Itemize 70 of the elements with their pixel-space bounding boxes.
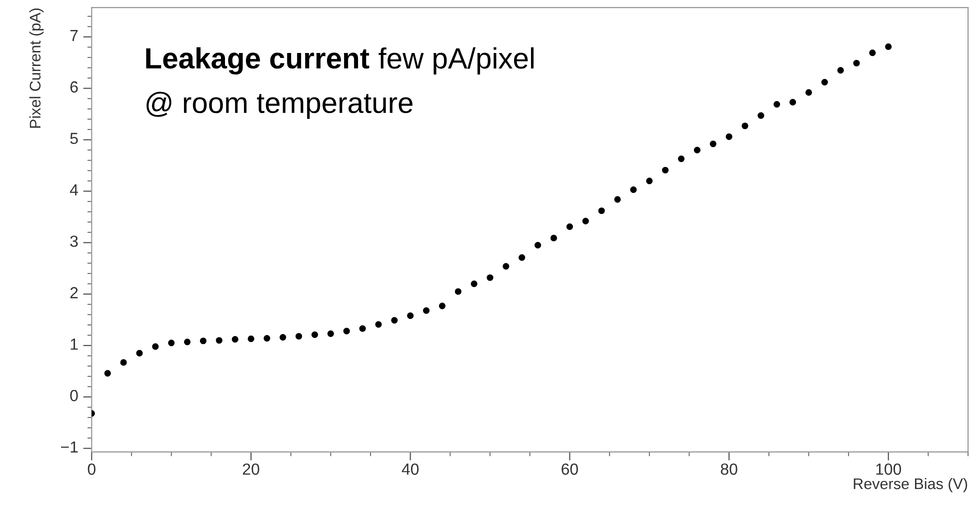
point <box>438 302 446 310</box>
point <box>869 50 876 56</box>
point <box>486 274 494 281</box>
point <box>343 328 350 334</box>
point <box>742 122 748 130</box>
point <box>614 196 621 203</box>
point <box>296 332 302 340</box>
annotation: few pA/pixel <box>378 47 534 74</box>
y-tick-label: 6 <box>70 81 78 93</box>
annotation: Leakage current <box>146 47 370 75</box>
x-tick-label: 60 <box>562 464 578 475</box>
point <box>885 43 892 50</box>
point <box>598 207 605 214</box>
point <box>104 370 111 377</box>
y-tick-label: 2 <box>70 287 78 298</box>
point <box>264 335 270 342</box>
point <box>774 100 780 108</box>
point <box>550 234 558 242</box>
x-tick-label: 100 <box>876 464 902 475</box>
point <box>152 343 159 350</box>
point <box>168 340 175 346</box>
point <box>136 350 143 357</box>
point <box>789 98 796 106</box>
point <box>518 254 526 261</box>
x-axis-title: Reverse Bias (V) <box>854 478 968 492</box>
point <box>582 218 589 224</box>
y-tick-label: 7 <box>70 30 78 42</box>
point <box>391 317 398 324</box>
point <box>646 178 653 184</box>
y-tick-label: 1 <box>70 338 78 350</box>
point <box>470 280 478 288</box>
x-tick-label: 0 <box>88 464 96 475</box>
y-tick-label: 5 <box>70 132 78 144</box>
point <box>662 166 669 174</box>
y-axis-title: Pixel Current (pA) <box>29 8 44 128</box>
y-tick-label: −1 <box>61 442 78 453</box>
point <box>248 336 254 342</box>
y-tick-label: 3 <box>70 236 78 247</box>
point <box>216 337 222 344</box>
point <box>327 330 334 337</box>
point <box>311 331 318 338</box>
point <box>359 325 366 332</box>
point <box>232 336 238 343</box>
point <box>407 312 414 319</box>
y-tick-label: 0 <box>70 390 78 402</box>
x-tick-label: 40 <box>402 464 419 475</box>
point <box>853 60 860 66</box>
point <box>630 186 637 193</box>
point <box>726 133 732 140</box>
point <box>821 78 828 86</box>
point <box>837 67 844 74</box>
point <box>678 156 685 162</box>
point <box>534 242 542 248</box>
point <box>375 321 382 328</box>
point <box>710 140 716 148</box>
point <box>120 359 127 366</box>
annotation: @ room temperature <box>146 92 412 119</box>
x-tick-label: 20 <box>242 464 260 475</box>
point <box>184 338 191 346</box>
y-tick-label: 4 <box>70 184 78 196</box>
point <box>280 334 286 341</box>
point <box>454 288 462 295</box>
point <box>502 263 510 270</box>
point <box>422 307 430 314</box>
point <box>566 223 573 230</box>
x-tick-label: 80 <box>720 464 738 475</box>
point <box>758 112 764 119</box>
point <box>694 146 700 154</box>
point <box>200 338 206 344</box>
point <box>805 89 812 96</box>
